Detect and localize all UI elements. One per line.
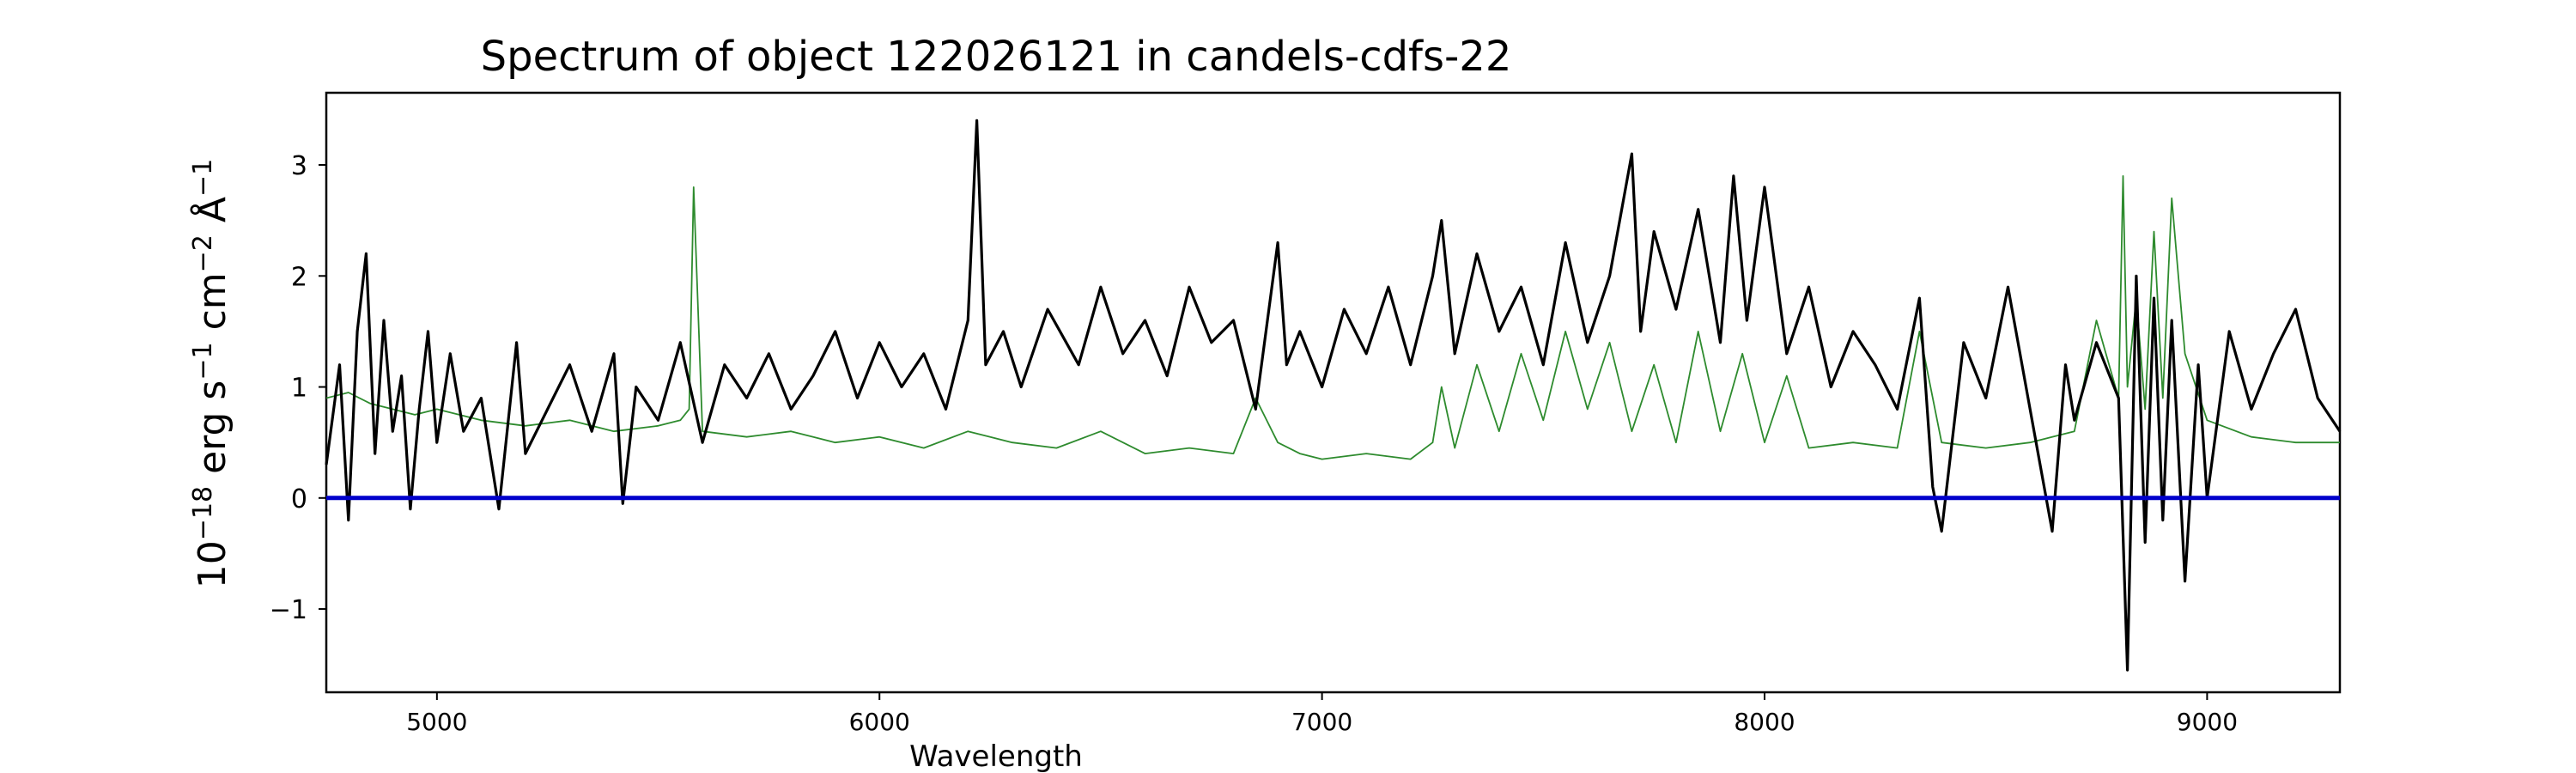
x-tick-label: 5000 (406, 708, 467, 736)
y-axis-label-exp-s: −1 (188, 342, 218, 380)
chart-title: Spectrum of object 122026121 in candels-… (481, 33, 1512, 81)
y-tick-label: 2 (291, 262, 307, 292)
y-axis-label-exp: −18 (188, 486, 218, 540)
series-line-error (325, 174, 2340, 460)
y-axis-ticks: −1 0 1 2 3 (270, 151, 326, 625)
y-tick-label: 0 (291, 484, 307, 514)
plot-area: 5000 6000 7000 8000 9000 −1 0 1 2 3 (270, 91, 2342, 736)
y-axis-label-base: 10 (191, 540, 234, 588)
y-axis-label: 10−18 erg s−1 cm−2 Å−1 (188, 159, 234, 588)
y-axis-label-exp-cm: −2 (188, 234, 218, 272)
x-axis-label: Wavelength (909, 740, 1083, 773)
y-tick-label: 3 (291, 151, 307, 181)
x-axis-ticks: 5000 6000 7000 8000 9000 (406, 692, 2238, 736)
x-tick-label: 9000 (2177, 708, 2238, 736)
y-tick-label: −1 (270, 595, 307, 625)
y-axis-label-unit2: cm (191, 272, 234, 342)
series-layer (325, 119, 2342, 672)
x-tick-label: 8000 (1734, 708, 1795, 736)
y-axis-label-exp-a: −1 (188, 159, 218, 197)
x-tick-label: 6000 (849, 708, 910, 736)
y-axis-label-unit3: Å (189, 197, 234, 234)
y-axis-label-unit1: erg s (191, 380, 234, 486)
plot-frame (325, 91, 2342, 694)
y-tick-label: 1 (291, 374, 307, 404)
x-tick-label: 7000 (1291, 708, 1352, 736)
series-line-flux (325, 119, 2342, 672)
